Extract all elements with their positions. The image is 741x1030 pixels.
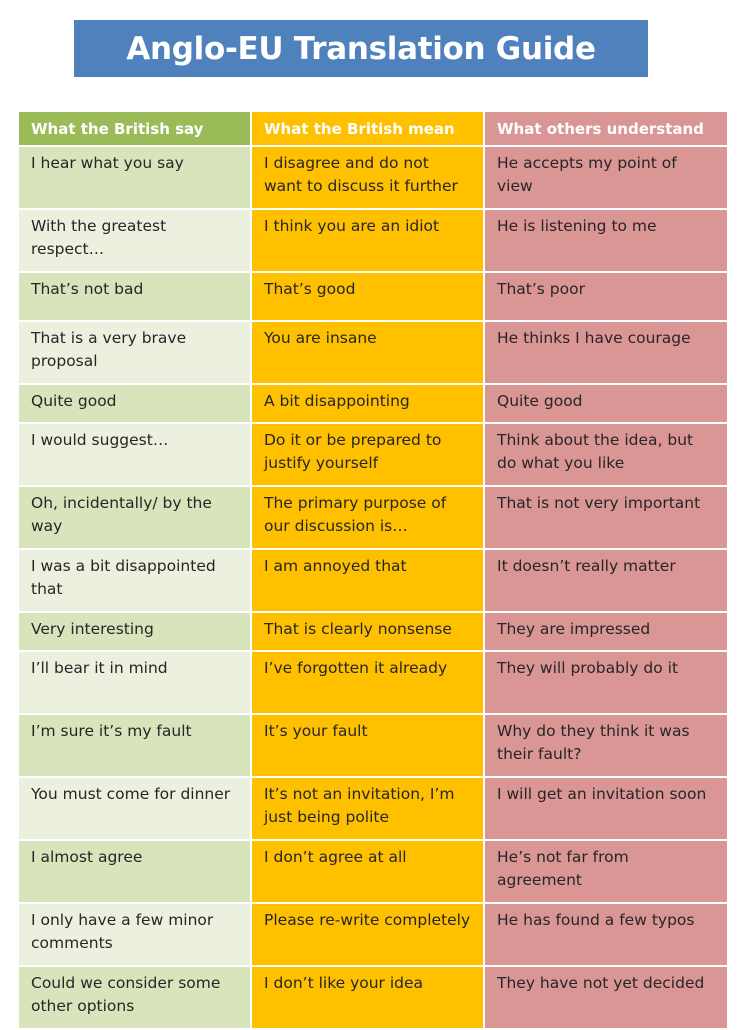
table-header-row: What the British say What the British me… — [17, 110, 729, 147]
translation-table: What the British say What the British me… — [17, 110, 729, 1030]
cell-british-mean: It’s your fault — [250, 713, 485, 778]
cell-british-mean: I am annoyed that — [250, 548, 485, 613]
cell-british-say: I’ll bear it in mind — [17, 650, 252, 715]
cell-others-understand: I will get an invitation soon — [483, 776, 729, 841]
table-row: I’ll bear it in mind I’ve forgotten it a… — [17, 650, 729, 715]
table-row: Very interesting That is clearly nonsens… — [17, 611, 729, 652]
cell-british-mean: Please re-write completely — [250, 902, 485, 967]
cell-others-understand: That’s poor — [483, 271, 729, 322]
cell-british-say: That is a very brave proposal — [17, 320, 252, 385]
table-row: I almost agree I don’t agree at all He’s… — [17, 839, 729, 904]
page-title: Anglo-EU Translation Guide — [74, 20, 648, 77]
table-row: Could we consider some other options I d… — [17, 965, 729, 1030]
table-row: I’m sure it’s my fault It’s your fault W… — [17, 713, 729, 778]
cell-british-mean: That’s good — [250, 271, 485, 322]
table-row: That’s not bad That’s good That’s poor — [17, 271, 729, 322]
cell-british-mean: I disagree and do not want to discuss it… — [250, 145, 485, 210]
cell-british-mean: I’ve forgotten it already — [250, 650, 485, 715]
cell-british-say: That’s not bad — [17, 271, 252, 322]
table-row: I hear what you say I disagree and do no… — [17, 145, 729, 210]
table-row: I was a bit disappointed that I am annoy… — [17, 548, 729, 613]
cell-british-say: Quite good — [17, 383, 252, 424]
cell-others-understand: That is not very important — [483, 485, 729, 550]
cell-british-say: Oh, incidentally/ by the way — [17, 485, 252, 550]
cell-british-say: I was a bit disappointed that — [17, 548, 252, 613]
cell-british-mean: A bit disappointing — [250, 383, 485, 424]
column-header-british-say: What the British say — [17, 110, 252, 147]
table-row: You must come for dinner It’s not an inv… — [17, 776, 729, 841]
table-row: I only have a few minor comments Please … — [17, 902, 729, 967]
cell-others-understand: It doesn’t really matter — [483, 548, 729, 613]
cell-others-understand: Quite good — [483, 383, 729, 424]
cell-british-say: I hear what you say — [17, 145, 252, 210]
cell-british-say: I almost agree — [17, 839, 252, 904]
cell-british-mean: Do it or be prepared to justify yourself — [250, 422, 485, 487]
cell-others-understand: He is listening to me — [483, 208, 729, 273]
table-row: With the greatest respect… I think you a… — [17, 208, 729, 273]
cell-british-say: I only have a few minor comments — [17, 902, 252, 967]
cell-others-understand: He thinks I have courage — [483, 320, 729, 385]
cell-british-say: Very interesting — [17, 611, 252, 652]
cell-others-understand: They are impressed — [483, 611, 729, 652]
table-row: Quite good A bit disappointing Quite goo… — [17, 383, 729, 424]
table-row: Oh, incidentally/ by the way The primary… — [17, 485, 729, 550]
column-header-others-understand: What others understand — [483, 110, 729, 147]
cell-british-mean: I think you are an idiot — [250, 208, 485, 273]
cell-british-mean: It’s not an invitation, I’m just being p… — [250, 776, 485, 841]
cell-british-mean: The primary purpose of our discussion is… — [250, 485, 485, 550]
cell-british-say: I would suggest… — [17, 422, 252, 487]
cell-british-mean: You are insane — [250, 320, 485, 385]
cell-british-mean: That is clearly nonsense — [250, 611, 485, 652]
cell-british-mean: I don’t like your idea — [250, 965, 485, 1030]
cell-british-say: You must come for dinner — [17, 776, 252, 841]
cell-british-say: Could we consider some other options — [17, 965, 252, 1030]
cell-british-say: With the greatest respect… — [17, 208, 252, 273]
column-header-british-mean: What the British mean — [250, 110, 485, 147]
cell-others-understand: They will probably do it — [483, 650, 729, 715]
cell-others-understand: Why do they think it was their fault? — [483, 713, 729, 778]
cell-british-mean: I don’t agree at all — [250, 839, 485, 904]
cell-others-understand: He’s not far from agreement — [483, 839, 729, 904]
cell-others-understand: He has found a few typos — [483, 902, 729, 967]
cell-others-understand: They have not yet decided — [483, 965, 729, 1030]
cell-others-understand: Think about the idea, but do what you li… — [483, 422, 729, 487]
table-row: That is a very brave proposal You are in… — [17, 320, 729, 385]
table-row: I would suggest… Do it or be prepared to… — [17, 422, 729, 487]
cell-others-understand: He accepts my point of view — [483, 145, 729, 210]
cell-british-say: I’m sure it’s my fault — [17, 713, 252, 778]
